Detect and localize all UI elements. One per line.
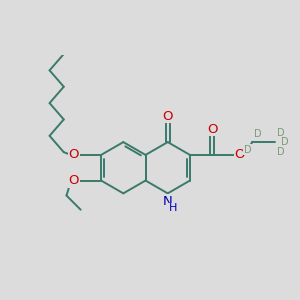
Text: O: O [69,174,79,187]
Text: D: D [254,130,262,140]
Text: D: D [277,128,285,137]
Text: H: H [168,203,177,213]
Text: O: O [207,122,217,136]
Text: O: O [69,148,79,161]
Text: O: O [163,110,173,123]
Text: D: D [244,145,251,155]
Text: D: D [277,147,285,157]
Text: O: O [234,148,245,161]
Text: N: N [163,195,172,208]
Text: D: D [281,137,289,147]
